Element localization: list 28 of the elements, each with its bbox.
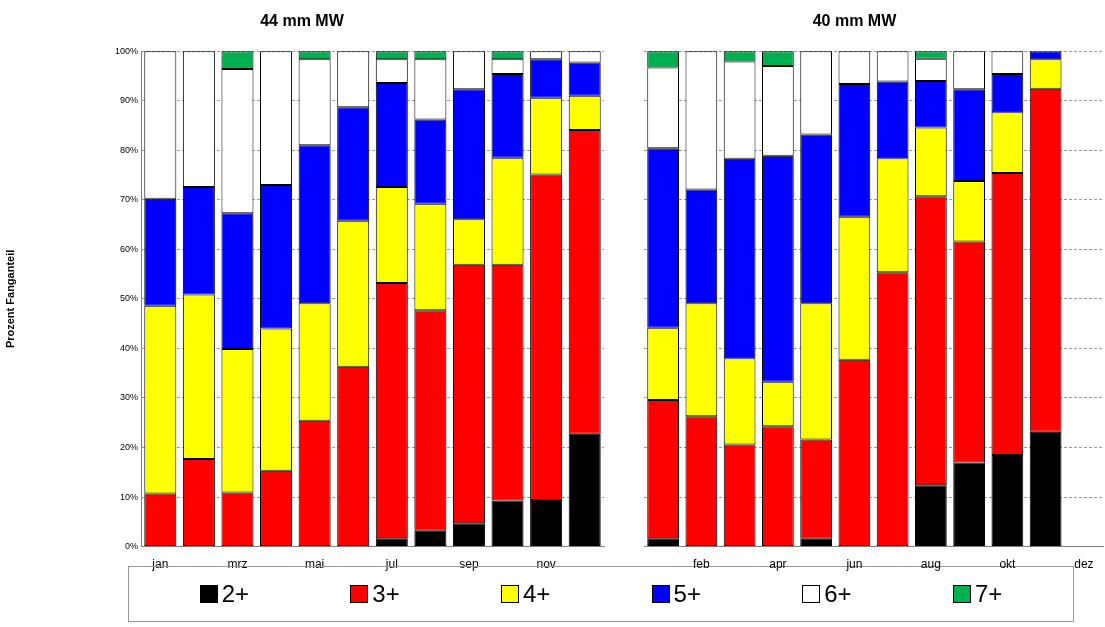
x-tick-label: apr — [769, 557, 787, 572]
y-tick-label: 0% — [124, 541, 138, 552]
legend-label: 3+ — [371, 580, 400, 608]
y-tick-label: 50% — [119, 293, 138, 304]
y-tick-label: 80% — [119, 144, 138, 155]
legend-label: 4+ — [521, 580, 551, 608]
y-tick-label: 40% — [119, 342, 138, 353]
y-axis-title: Prozent Fanganteil — [3, 249, 16, 349]
y-tick-label: 60% — [119, 243, 138, 254]
legend-label: 7+ — [973, 580, 1003, 608]
y-tick-label: 20% — [119, 442, 138, 452]
y-tick-label: 70% — [119, 194, 138, 205]
y-tick-label: 90% — [119, 95, 138, 106]
x-tick-label: jun — [845, 557, 863, 572]
x-tick-label: feb — [693, 557, 711, 572]
legend-label: 2+ — [220, 580, 250, 608]
x-tick-label: okt — [999, 557, 1017, 572]
y-tick-label: 30% — [119, 392, 138, 403]
x-tick-label: dez — [1074, 557, 1094, 572]
x-tick-label: aug — [920, 557, 941, 572]
legend-label: 5+ — [672, 580, 701, 608]
y-tick-label: 100% — [114, 45, 138, 56]
bar — [800, 538, 832, 547]
chart-title: 44 mm MW — [260, 12, 345, 30]
bar — [953, 462, 985, 547]
legend-label: 6+ — [823, 580, 852, 608]
chart-title: 40 mm MW — [812, 12, 898, 30]
y-tick-label: 10% — [119, 491, 138, 502]
